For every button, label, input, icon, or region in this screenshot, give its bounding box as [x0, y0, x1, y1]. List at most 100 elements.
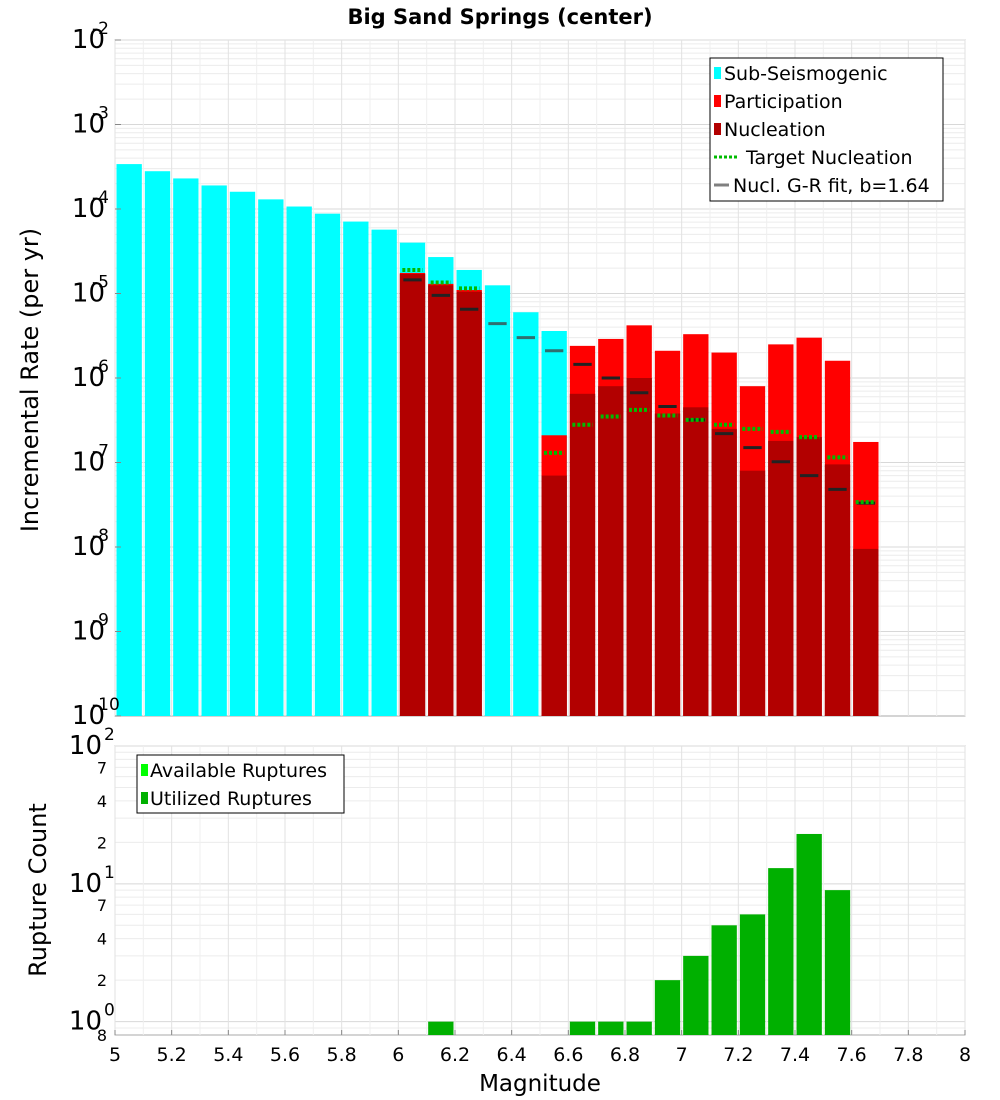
- top-y-tick-label: 10: [72, 448, 105, 478]
- top-y-tick-exponent: -6: [92, 357, 109, 377]
- bottom-y-tick-label: 10: [69, 1007, 102, 1037]
- top-y-tick-exponent: -5: [92, 273, 109, 293]
- sub-seismogenic-bar: [144, 171, 171, 716]
- legend-swatch-utilized-ruptures: [141, 792, 148, 804]
- sub-seismogenic-bar: [286, 206, 312, 716]
- utilized-ruptures-bar: [683, 955, 709, 1035]
- bottom-legend: Available Ruptures Utilized Ruptures: [136, 754, 345, 814]
- x-tick-label: 8: [959, 1044, 971, 1066]
- top-ticks: 10-210-310-410-510-610-710-810-910-10: [72, 19, 121, 731]
- legend-label-target-nucleation: Target Nucleation: [745, 147, 913, 169]
- utilized-ruptures-bar: [654, 980, 681, 1035]
- bottom-legend-box: [136, 754, 345, 814]
- bottom-y-tick-label: 10: [69, 869, 102, 899]
- top-y-tick-label: 10: [72, 25, 105, 55]
- x-tick-label: 6.8: [610, 1044, 640, 1066]
- bottom-y-minor-tick-label: 2: [97, 833, 107, 852]
- bottom-y-minor-tick-label: 7: [97, 758, 107, 777]
- legend-label-participation: Participation: [724, 91, 843, 113]
- x-tick-label: 7.2: [723, 1044, 753, 1066]
- sub-seismogenic-bar: [201, 185, 227, 717]
- nucleation-bar: [626, 378, 652, 716]
- x-tick-label: 5: [109, 1044, 121, 1066]
- bottom-y-axis-label: Rupture Count: [24, 803, 52, 977]
- sub-seismogenic-bar: [343, 221, 369, 716]
- top-y-tick-label: 10: [72, 110, 105, 140]
- utilized-ruptures-bar: [824, 890, 851, 1035]
- top-y-tick-label: 10: [72, 279, 105, 309]
- top-y-tick-label: 10: [72, 194, 105, 224]
- top-y-tick-exponent: -4: [92, 188, 109, 208]
- bottom-bars: [428, 833, 851, 1035]
- x-axis-label: Magnitude: [479, 1071, 601, 1097]
- sub-seismogenic-bar: [116, 164, 142, 716]
- x-tick-label: 6.4: [497, 1044, 527, 1066]
- utilized-ruptures-bar: [768, 868, 794, 1035]
- nucleation-bar: [711, 428, 737, 716]
- x-tick-label: 7: [676, 1044, 688, 1066]
- sub-seismogenic-bar: [314, 213, 341, 716]
- legend-label-utilized-ruptures: Utilized Ruptures: [150, 788, 312, 810]
- nucleation-bar: [768, 440, 794, 716]
- bottom-y-minor-tick-label: 2: [97, 971, 107, 990]
- x-tick-label: 7.6: [837, 1044, 867, 1066]
- top-y-tick-exponent: -9: [92, 611, 109, 631]
- legend-swatch-participation: [714, 95, 721, 107]
- bottom-y-tick-exponent: 2: [104, 725, 115, 745]
- top-y-tick-exponent: -8: [92, 526, 109, 546]
- x-tick-label: 5.2: [157, 1044, 187, 1066]
- top-y-tick-exponent: -2: [92, 19, 109, 39]
- sub-seismogenic-bar: [173, 178, 199, 717]
- utilized-ruptures-bar: [569, 1021, 596, 1035]
- bottom-y-tick-exponent: 0: [104, 1001, 115, 1021]
- nucleation-bar: [824, 464, 851, 716]
- utilized-ruptures-bar: [711, 925, 737, 1035]
- utilized-ruptures-bar: [428, 1021, 454, 1035]
- sub-seismogenic-bar: [229, 191, 256, 717]
- x-tick-label: 6: [392, 1044, 404, 1066]
- bottom-y-minor-tick-label: 4: [97, 792, 107, 811]
- top-y-tick-exponent: -3: [92, 104, 109, 124]
- top-y-tick-exponent: -10: [92, 695, 120, 715]
- x-tick-label: 5.6: [270, 1044, 300, 1066]
- nucleation-bar: [569, 393, 596, 716]
- nucleation-bar: [456, 291, 482, 716]
- bottom-y-minor-tick-label: 4: [97, 930, 107, 949]
- bottom-y-minor-tick-label: 7: [97, 896, 107, 915]
- x-tick-label: 7.4: [780, 1044, 810, 1066]
- nucleation-bar: [428, 285, 454, 716]
- legend-label-sub-seismogenic: Sub-Seismogenic: [724, 63, 888, 85]
- top-y-tick-exponent: -7: [92, 442, 109, 462]
- utilized-ruptures-bar: [626, 1021, 652, 1035]
- utilized-ruptures-bar: [598, 1021, 624, 1035]
- top-y-tick-label: 10: [72, 617, 105, 647]
- nucleation-bar: [796, 437, 822, 716]
- top-y-tick-label: 10: [72, 532, 105, 562]
- legend-label-available-ruptures: Available Ruptures: [150, 760, 327, 782]
- sub-seismogenic-bar: [513, 312, 539, 716]
- top-legend-box: [709, 57, 944, 202]
- legend-swatch-sub-seismogenic: [714, 67, 721, 79]
- legend-label-gr-fit: Nucl. G-R fit, b=1.64: [733, 175, 930, 197]
- top-y-axis-label: Incremental Rate (per yr): [16, 228, 44, 532]
- nucleation-bar: [739, 470, 766, 716]
- nucleation-bar: [598, 386, 624, 716]
- nucleation-bar: [683, 407, 709, 716]
- x-tick-label: 5.4: [213, 1044, 243, 1066]
- legend-swatch-available-ruptures: [141, 764, 148, 776]
- top-legend: Sub-Seismogenic Participation Nucleation…: [709, 57, 944, 202]
- nucleation-bar: [541, 475, 567, 716]
- nucleation-bar: [853, 548, 879, 716]
- nucleation-bar: [654, 413, 681, 716]
- chart-title: Big Sand Springs (center): [347, 5, 652, 29]
- x-tick-label: 5.8: [327, 1044, 357, 1066]
- utilized-ruptures-bar: [739, 914, 766, 1035]
- bottom-y-minor-tick-label: 8: [97, 1026, 107, 1045]
- utilized-ruptures-bar: [796, 833, 822, 1035]
- top-y-tick-label: 10: [72, 363, 105, 393]
- x-tick-label: 6.6: [553, 1044, 583, 1066]
- legend-label-nucleation: Nucleation: [724, 119, 826, 141]
- legend-swatch-nucleation: [714, 123, 721, 135]
- top-bars: [116, 164, 879, 717]
